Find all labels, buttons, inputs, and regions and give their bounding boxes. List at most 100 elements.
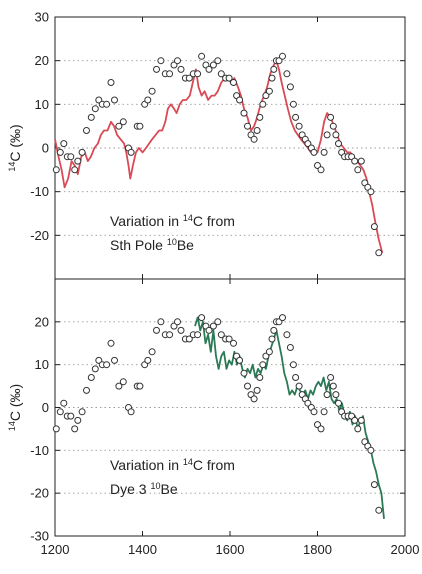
observed-point [217, 331, 225, 339]
observed-point [148, 348, 156, 356]
observed-point [259, 100, 267, 108]
observed-point [256, 374, 264, 381]
y-tick-label: 0 [42, 400, 49, 415]
observed-point [157, 318, 165, 326]
observed-point [329, 122, 337, 130]
observed-point [262, 92, 270, 100]
x-tick-label: 1200 [41, 542, 70, 557]
observed-point [119, 118, 127, 126]
observed-point [153, 65, 160, 73]
observed-point [198, 314, 206, 322]
y-tick-label: -10 [30, 184, 49, 199]
observed-point [83, 386, 90, 394]
observed-point [230, 339, 237, 347]
observed-point [166, 331, 174, 339]
annotation-text: Sth Pole [110, 237, 167, 253]
observed-point [292, 113, 300, 121]
x-tick-label: 1800 [303, 542, 332, 557]
observed-point [205, 65, 213, 73]
observed-point [127, 408, 135, 416]
y-axis-label: 14C (‰) [7, 384, 23, 431]
observed-point [335, 140, 342, 148]
y-tick-label: 10 [35, 357, 49, 372]
observed-point [52, 166, 60, 174]
observed-point [310, 148, 318, 156]
observed-point [185, 74, 193, 82]
observed-point [323, 391, 331, 399]
observed-point [265, 87, 273, 95]
y-tick-label: -10 [30, 443, 49, 458]
observed-point [127, 148, 135, 156]
annotation-text: C from [193, 213, 235, 229]
observed-point [286, 344, 294, 351]
observed-point [268, 335, 276, 343]
observed-point [317, 425, 325, 433]
observed-point [56, 408, 64, 416]
observed-point [289, 361, 297, 369]
observed-point [240, 369, 248, 377]
observed-point [367, 188, 375, 196]
observed-point [174, 318, 181, 326]
observed-point [177, 326, 185, 334]
observed-point [136, 382, 144, 390]
observed-point [83, 127, 90, 134]
observed-point [320, 148, 328, 156]
y-tick-label: 20 [35, 53, 49, 68]
observed-point [71, 166, 79, 174]
annotation-text: Be [160, 481, 177, 497]
observed-point [78, 408, 86, 416]
x-tick-label: 2000 [391, 542, 420, 557]
observed-point [217, 70, 225, 78]
annotation-sup: 14 [183, 457, 193, 467]
annotation-text: Variation in [110, 457, 183, 473]
observed-point [157, 57, 165, 65]
observed-point [286, 83, 294, 91]
observed-point [317, 166, 325, 174]
observed-point [304, 140, 312, 148]
observed-point [194, 331, 202, 339]
observed-point [103, 100, 111, 108]
y-axis-label-main: C (‰) [7, 384, 23, 421]
observed-point [194, 70, 202, 78]
x-tick-label: 1400 [128, 542, 157, 557]
observed-point [60, 399, 68, 407]
observed-point [275, 57, 283, 65]
observed-point [244, 122, 251, 130]
observed-point [209, 61, 217, 69]
observed-point [91, 105, 99, 113]
y-axis-label-sup: 14 [7, 421, 17, 431]
observed-point [270, 326, 278, 334]
observed-point [119, 378, 127, 386]
observed-point [144, 356, 152, 364]
observed-point [375, 506, 383, 514]
observed-point [289, 100, 297, 108]
observed-point [87, 113, 95, 121]
observed-point [198, 52, 206, 60]
observed-point [250, 395, 258, 403]
y-tick-label: -20 [30, 486, 49, 501]
observed-point [87, 374, 95, 381]
observed-point [357, 416, 365, 424]
observed-point [270, 65, 278, 73]
observed-point [236, 356, 244, 364]
annotation-text: C from [193, 457, 235, 473]
observed-point [107, 339, 115, 347]
observed-point [177, 65, 185, 73]
panel-annotation-line-1: Variation in 14C from [110, 457, 235, 473]
observed-point [103, 361, 111, 369]
y-axis-label-sup: 14 [7, 162, 17, 172]
observed-point [185, 335, 193, 343]
observed-point [370, 223, 378, 231]
observed-point [327, 113, 335, 121]
observed-point [115, 122, 123, 130]
observed-point [71, 425, 79, 433]
y-tick-label: -30 [30, 529, 49, 544]
observed-point [174, 57, 181, 65]
observed-point [351, 157, 359, 165]
observed-point [351, 416, 359, 424]
observed-point [295, 122, 303, 130]
annotation-text: Be [177, 237, 194, 253]
annotation-text: Dye 3 [110, 481, 150, 497]
observed-point [310, 408, 318, 416]
